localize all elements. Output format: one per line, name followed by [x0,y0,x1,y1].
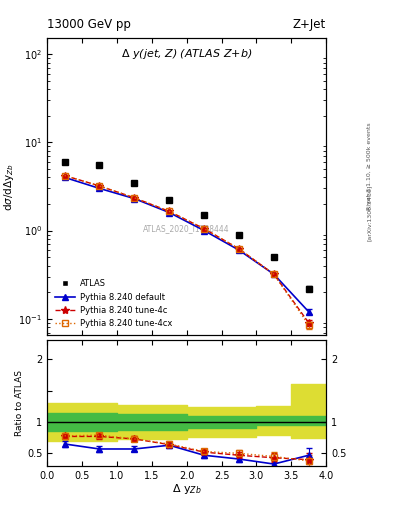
Text: Rivet 3.1.10, ≥ 500k events: Rivet 3.1.10, ≥ 500k events [367,122,372,210]
Y-axis label: Ratio to ATLAS: Ratio to ATLAS [15,370,24,436]
Y-axis label: d$\sigma$/d$\Delta$y$_{Zb}$: d$\sigma$/d$\Delta$y$_{Zb}$ [2,163,16,211]
X-axis label: $\Delta$ y$_{Zb}$: $\Delta$ y$_{Zb}$ [172,482,202,496]
Text: Z+Jet: Z+Jet [293,18,326,31]
Legend: ATLAS, Pythia 8.240 default, Pythia 8.240 tune-4c, Pythia 8.240 tune-4cx: ATLAS, Pythia 8.240 default, Pythia 8.24… [51,276,175,331]
Text: 13000 GeV pp: 13000 GeV pp [47,18,131,31]
Text: ATLAS_2020_I1788444: ATLAS_2020_I1788444 [143,224,230,233]
Text: $\Delta$ y(jet, Z) (ATLAS Z+b): $\Delta$ y(jet, Z) (ATLAS Z+b) [121,47,252,61]
Text: [arXiv:1306.3436]: [arXiv:1306.3436] [367,184,372,241]
